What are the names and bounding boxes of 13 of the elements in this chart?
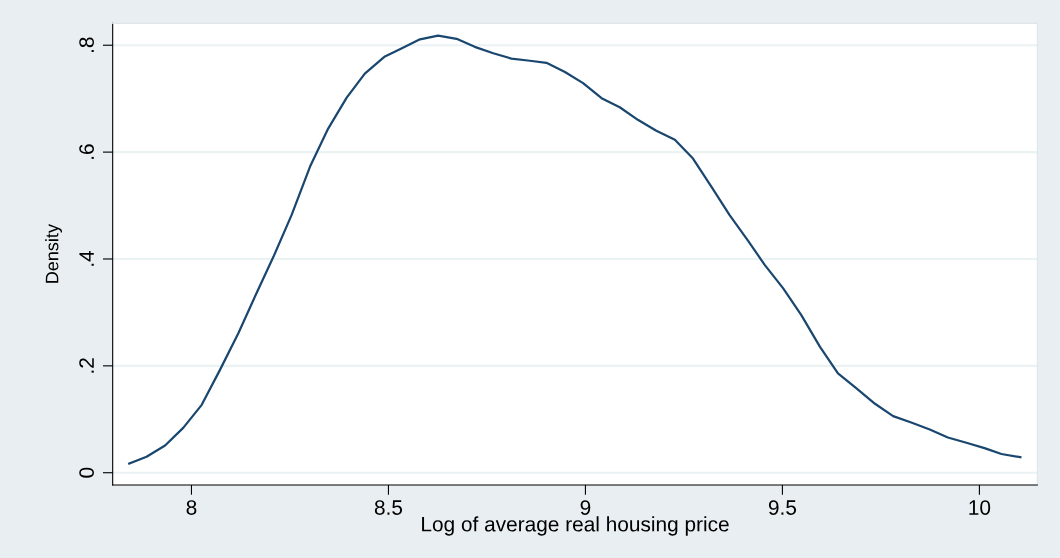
y-tick-label: .4 bbox=[79, 250, 94, 266]
x-tick-label: 8 bbox=[186, 500, 197, 515]
y-axis-title: Density bbox=[45, 224, 63, 283]
x-tick-label: 9 bbox=[580, 500, 591, 515]
y-tick-label: .2 bbox=[79, 358, 94, 373]
x-axis-title: Log of average real housing price bbox=[422, 516, 729, 536]
line-series bbox=[128, 34, 1022, 465]
x-tick-label: 10 bbox=[969, 500, 991, 515]
y-tick-label: 0 bbox=[79, 467, 94, 478]
x-tick-label: 9.5 bbox=[768, 500, 797, 515]
x-tick-label: 8.5 bbox=[374, 500, 403, 515]
y-tick-label: .8 bbox=[79, 37, 94, 53]
y-tick-label: .6 bbox=[79, 144, 94, 159]
